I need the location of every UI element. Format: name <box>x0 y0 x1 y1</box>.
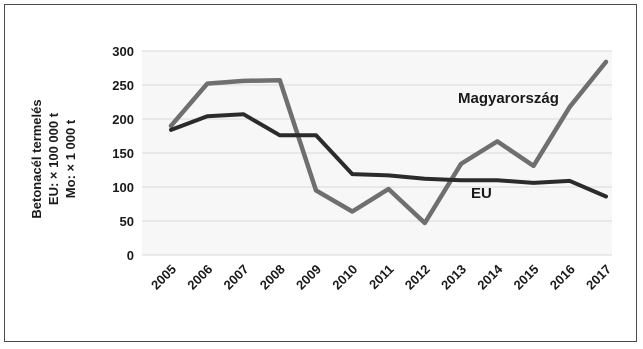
x-tick-label: 2007 <box>221 262 252 293</box>
y-tick-label: 50 <box>120 214 134 229</box>
y-axis-label-line: Mo: × 1 000 t <box>63 119 78 198</box>
x-tick-label: 2017 <box>583 262 614 293</box>
x-tick-label: 2009 <box>293 262 324 293</box>
y-tick-label: 0 <box>127 248 134 263</box>
x-tick-label: 2010 <box>329 262 360 293</box>
y-tick-label: 300 <box>112 44 134 59</box>
x-tick-label: 2013 <box>438 262 469 293</box>
series-label-eu: EU <box>471 185 492 202</box>
x-tick-label: 2016 <box>547 262 578 293</box>
y-tick-label: 150 <box>112 146 134 161</box>
x-tick-label: 2008 <box>257 262 288 293</box>
x-tick-label: 2014 <box>474 261 506 293</box>
y-tick-label: 100 <box>112 180 134 195</box>
y-axis-label-line: Betonacél termelés <box>29 99 44 218</box>
x-tick-label: 2012 <box>402 262 433 293</box>
x-tick-label: 2011 <box>366 262 397 293</box>
x-tick-label: 2015 <box>511 262 542 293</box>
x-tick-label: 2005 <box>148 262 179 293</box>
series-label-magyarorszag: Magyarország <box>458 90 559 107</box>
y-tick-label: 200 <box>112 112 134 127</box>
x-tick-label: 2006 <box>184 262 215 293</box>
y-axis-label-line: EU: × 100 000 t <box>46 112 61 205</box>
y-tick-label: 250 <box>112 78 134 93</box>
